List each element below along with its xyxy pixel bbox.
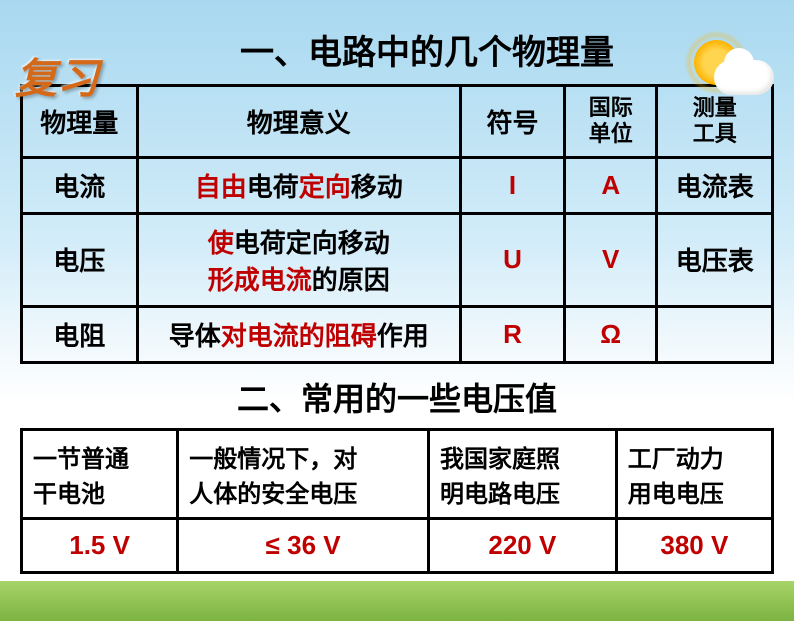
review-label: 复习 (15, 45, 99, 106)
voltage-values-row: 1.5 V ≤ 36 V 220 V 380 V (22, 518, 773, 572)
symbol-resistance: R (461, 306, 565, 362)
meaning-resistance: 导体对电流的阻碍作用 (137, 306, 461, 362)
cloud-icon (714, 60, 774, 95)
header-meaning: 物理意义 (137, 86, 461, 158)
header-unit-l1: 国际 (589, 95, 633, 120)
header-unit: 国际 单位 (565, 86, 657, 158)
voltage-value-home: 220 V (429, 518, 617, 572)
qty-resistance: 电阻 (22, 306, 138, 362)
section2-title: 二、常用的一些电压值 (0, 374, 794, 420)
unit-current: A (565, 157, 657, 213)
header-tool-l2: 工具 (693, 121, 737, 146)
table-row-resistance: 电阻 导体对电流的阻碍作用 R Ω (22, 306, 773, 362)
sun-cloud-decoration (684, 40, 774, 100)
meaning-voltage: 使电荷定向移动 形成电流的原因 (137, 213, 461, 306)
grass-decoration (0, 581, 794, 621)
physics-quantities-table: 物理量 物理意义 符号 国际 单位 测量 工具 电流 自由电荷定向移动 I A … (20, 84, 774, 364)
voltage-values-table: 一节普通 干电池 一般情况下，对 人体的安全电压 我国家庭照 明电路电压 工厂动… (20, 428, 774, 574)
table-row-current: 电流 自由电荷定向移动 I A 电流表 (22, 157, 773, 213)
voltage-value-battery: 1.5 V (22, 518, 178, 572)
table-header-row: 物理量 物理意义 符号 国际 单位 测量 工具 (22, 86, 773, 158)
meaning-current: 自由电荷定向移动 (137, 157, 461, 213)
table-row-voltage: 电压 使电荷定向移动 形成电流的原因 U V 电压表 (22, 213, 773, 306)
voltage-label-factory: 工厂动力 用电电压 (616, 429, 772, 518)
header-symbol: 符号 (461, 86, 565, 158)
tool-voltage: 电压表 (657, 213, 773, 306)
voltage-value-factory: 380 V (616, 518, 772, 572)
symbol-voltage: U (461, 213, 565, 306)
qty-voltage: 电压 (22, 213, 138, 306)
symbol-current: I (461, 157, 565, 213)
tool-current: 电流表 (657, 157, 773, 213)
unit-resistance: Ω (565, 306, 657, 362)
tool-resistance (657, 306, 773, 362)
voltage-label-battery: 一节普通 干电池 (22, 429, 178, 518)
unit-voltage: V (565, 213, 657, 306)
voltage-label-safety: 一般情况下，对 人体的安全电压 (178, 429, 429, 518)
voltage-value-safety: ≤ 36 V (178, 518, 429, 572)
voltage-label-home: 我国家庭照 明电路电压 (429, 429, 617, 518)
qty-current: 电流 (22, 157, 138, 213)
header-unit-l2: 单位 (589, 121, 633, 146)
voltage-labels-row: 一节普通 干电池 一般情况下，对 人体的安全电压 我国家庭照 明电路电压 工厂动… (22, 429, 773, 518)
